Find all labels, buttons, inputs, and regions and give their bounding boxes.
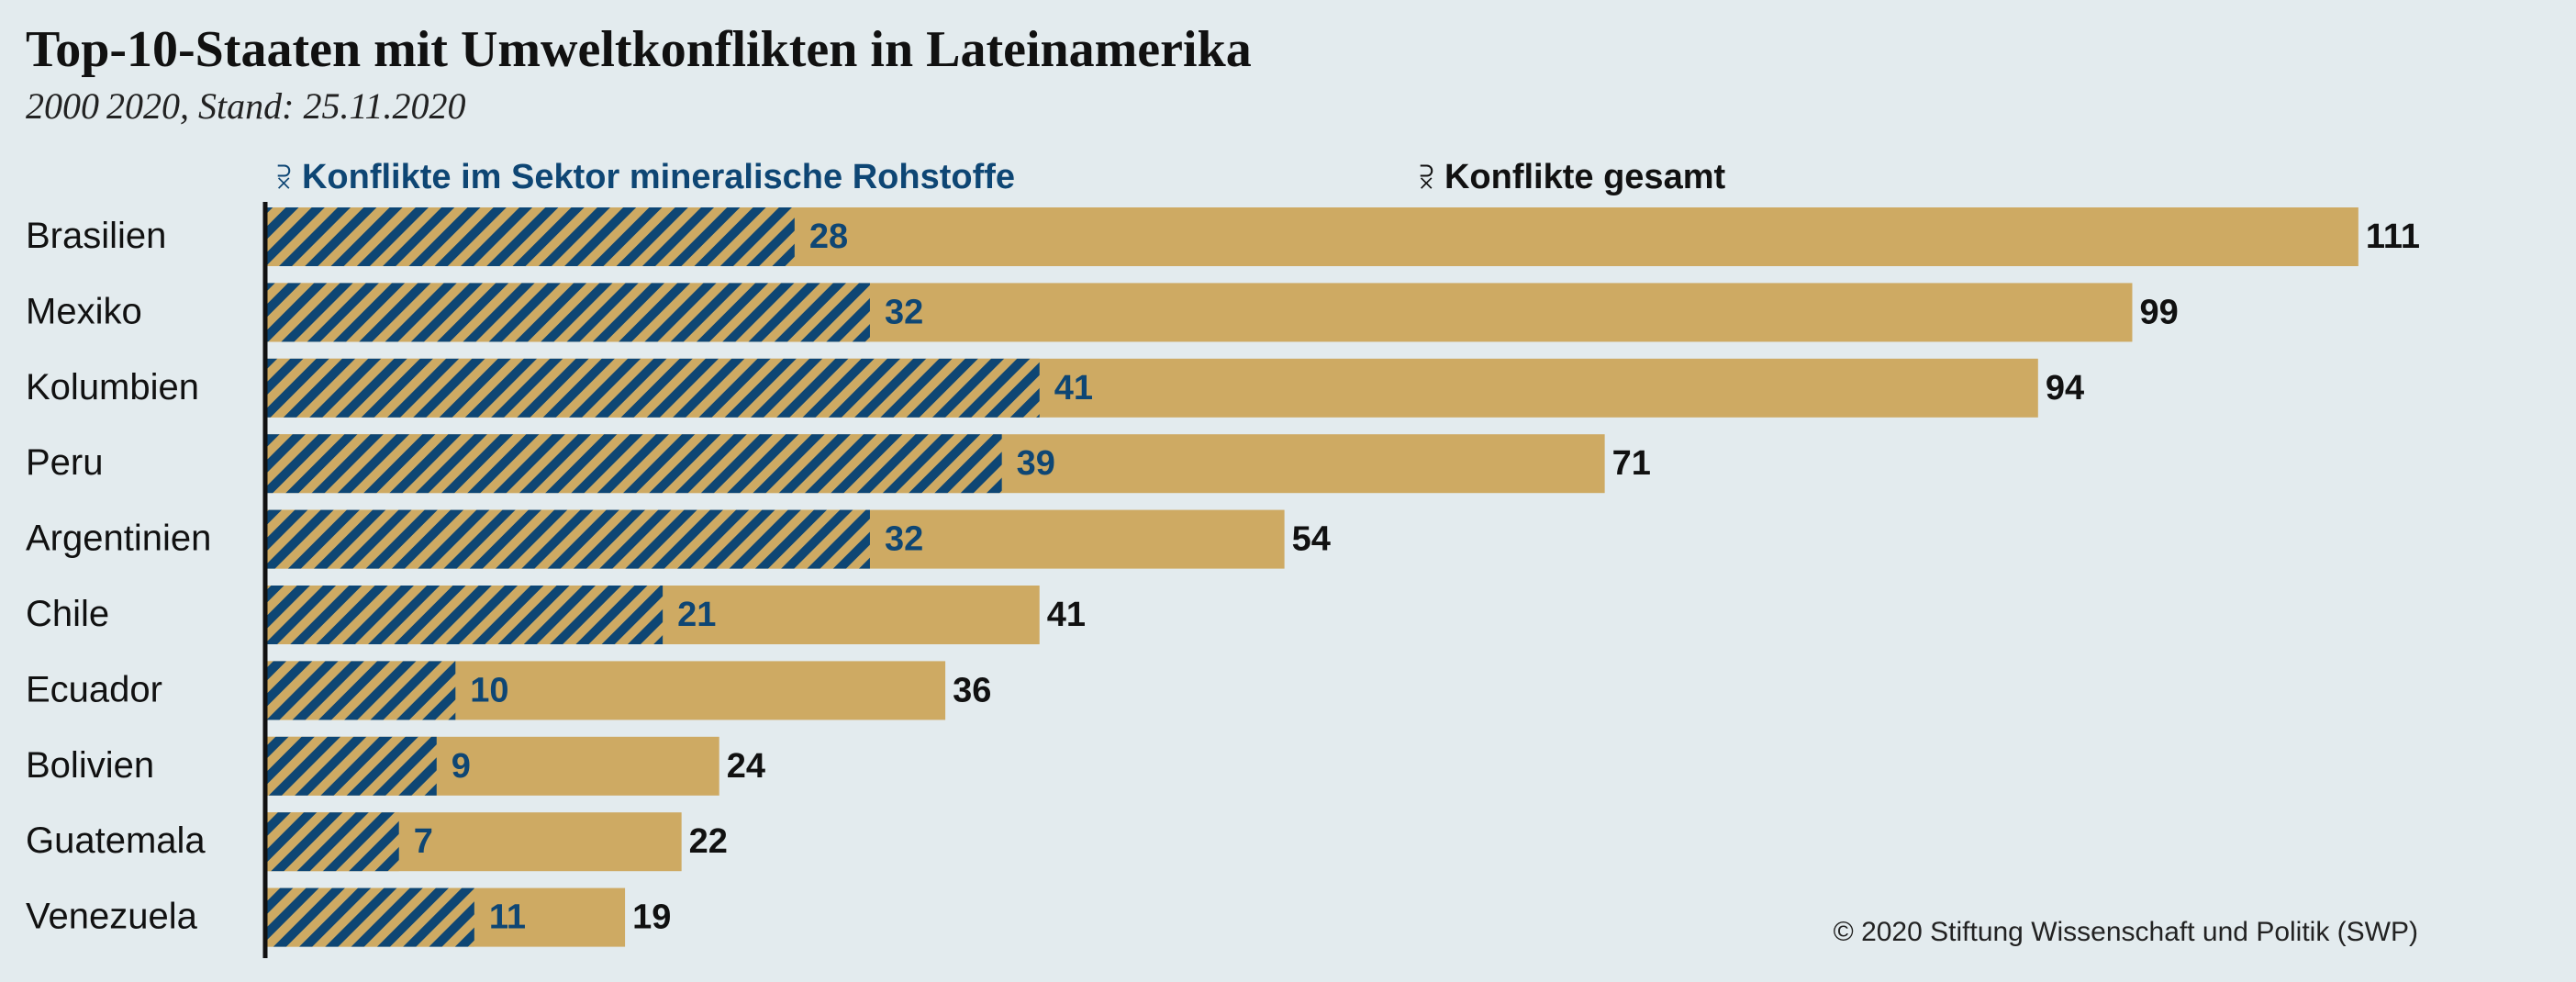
bar-mineral	[267, 661, 456, 720]
value-label-mineral: 28	[809, 218, 848, 256]
bar-mineral	[267, 736, 437, 796]
category-label: Ecuador	[26, 669, 162, 709]
category-label: Argentinien	[26, 519, 211, 559]
value-label-total: 24	[727, 747, 765, 786]
value-label-total: 22	[689, 822, 728, 861]
chart-subtitle: 2000 2020, Stand: 25.11.2020	[26, 85, 466, 127]
bar-mineral	[267, 207, 795, 266]
value-label-mineral: 7	[414, 822, 433, 861]
value-label-mineral: 41	[1054, 369, 1093, 407]
value-label-total: 94	[2046, 369, 2084, 407]
category-label: Mexiko	[26, 291, 142, 331]
value-label-mineral: 21	[677, 596, 716, 634]
bar-mineral	[267, 887, 474, 947]
legend-mineral: ⫂ Konflikte im Sektor mineralische Rohsto…	[277, 158, 1015, 197]
value-label-total: 111	[2366, 218, 2420, 256]
bar-mineral	[267, 812, 399, 872]
value-label-total: 54	[1292, 520, 1331, 559]
legend-mineral-label: Konflikte im Sektor mineralische Rohstof…	[301, 158, 1016, 196]
value-label-mineral: 32	[885, 293, 923, 331]
bars-group: Brasilien 28 111 Mexiko 32 99 Kolumbien 41 94 Per…	[26, 207, 2420, 947]
category-label: Guatemala	[26, 820, 206, 861]
value-label-mineral: 11	[489, 898, 526, 937]
category-label: Kolumbien	[26, 367, 199, 407]
category-label: Peru	[26, 442, 104, 483]
copyright-text: © 2020 Stiftung Wissenschaft und Politik…	[1833, 917, 2418, 947]
value-label-mineral: 32	[885, 520, 923, 559]
bar-mineral	[267, 434, 1002, 494]
value-label-total: 36	[953, 671, 991, 709]
legend-total: ⫂ Konflikte gesamt	[1420, 158, 1725, 197]
category-label: Venezuela	[26, 897, 198, 937]
legend-mineral-arrow-icon: ⫂	[277, 161, 291, 195]
bar-mineral	[267, 358, 1040, 418]
legend-total-arrow-icon: ⫂	[1420, 161, 1433, 195]
value-label-mineral: 9	[452, 747, 471, 786]
value-label-total: 71	[1612, 444, 1651, 483]
category-label: Chile	[26, 594, 109, 634]
legend-total-label: Konflikte gesamt	[1444, 158, 1726, 196]
value-label-mineral: 39	[1017, 444, 1055, 483]
value-label-total: 19	[632, 898, 671, 937]
value-label-total: 99	[2139, 293, 2178, 331]
bar-mineral	[267, 509, 870, 569]
chart-title: Top-10-Staaten mit Umweltkonflikten in L…	[26, 21, 1252, 78]
bar-mineral	[267, 586, 664, 644]
bar-mineral	[267, 283, 870, 342]
value-label-total: 41	[1047, 596, 1086, 634]
category-label: Brasilien	[26, 216, 166, 256]
category-label: Bolivien	[26, 745, 154, 786]
value-label-mineral: 10	[470, 671, 508, 709]
